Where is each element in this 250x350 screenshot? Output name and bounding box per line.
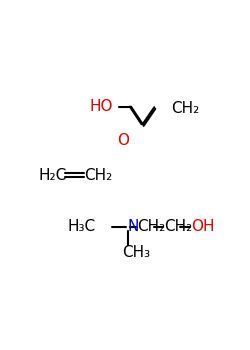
Text: H₃C: H₃C bbox=[67, 219, 95, 234]
Text: CH₂: CH₂ bbox=[84, 168, 113, 183]
Text: HO: HO bbox=[89, 99, 112, 114]
Text: CH₂: CH₂ bbox=[164, 219, 192, 234]
Text: N: N bbox=[127, 219, 138, 234]
Text: CH₂: CH₂ bbox=[171, 100, 199, 116]
Text: CH₃: CH₃ bbox=[122, 245, 150, 260]
Text: O: O bbox=[117, 133, 129, 148]
Text: CH₂: CH₂ bbox=[137, 219, 165, 234]
Text: OH: OH bbox=[191, 219, 214, 234]
Text: H₂C: H₂C bbox=[39, 168, 67, 183]
